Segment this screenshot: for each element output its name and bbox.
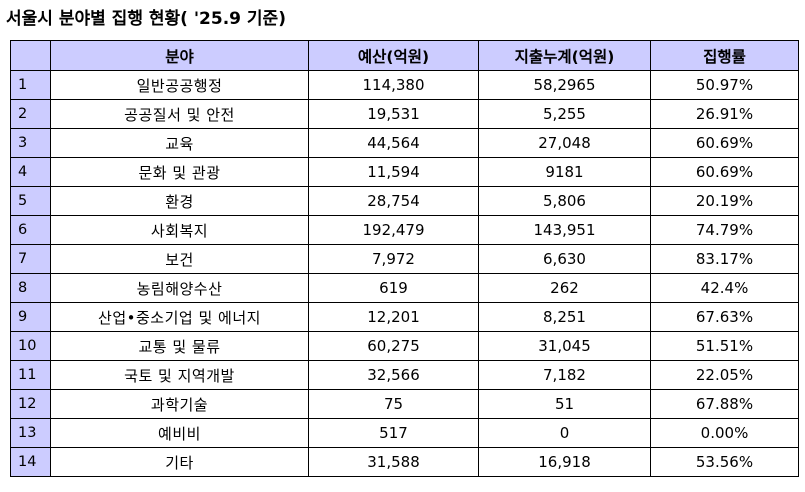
row-budget: 192,479 <box>308 215 479 245</box>
row-rate: 74.79% <box>650 215 799 245</box>
row-field: 과학기술 <box>50 389 309 419</box>
row-field: 교통 및 물류 <box>50 331 309 361</box>
row-budget: 114,380 <box>308 70 479 100</box>
table-row: 7 보건 7,972 6,630 83.17% <box>10 244 799 274</box>
row-spent: 0 <box>478 418 651 448</box>
row-budget: 11,594 <box>308 157 479 187</box>
row-rate: 60.69% <box>650 128 799 158</box>
row-rate: 20.19% <box>650 186 799 216</box>
row-budget: 28,754 <box>308 186 479 216</box>
row-rate: 60.69% <box>650 157 799 187</box>
row-budget: 31,588 <box>308 447 479 477</box>
row-spent: 8,251 <box>478 302 651 332</box>
row-spent: 16,918 <box>478 447 651 477</box>
row-number: 1 <box>10 70 51 100</box>
row-rate: 51.51% <box>650 331 799 361</box>
row-spent: 51 <box>478 389 651 419</box>
table-row: 4 문화 및 관광 11,594 9181 60.69% <box>10 157 799 187</box>
row-number: 2 <box>10 99 51 129</box>
table-header-row: 분야 예산(억원) 지출누계(억원) 집행률 <box>10 40 799 71</box>
table-row: 6 사회복지 192,479 143,951 74.79% <box>10 215 799 245</box>
row-field: 산업•중소기업 및 에너지 <box>50 302 309 332</box>
row-budget: 44,564 <box>308 128 479 158</box>
row-spent: 5,806 <box>478 186 651 216</box>
row-spent: 58,2965 <box>478 70 651 100</box>
header-rate: 집행률 <box>650 40 799 71</box>
row-field: 교육 <box>50 128 309 158</box>
table-row: 12 과학기술 75 51 67.88% <box>10 389 799 419</box>
table-row: 14 기타 31,588 16,918 53.56% <box>10 447 799 477</box>
header-field: 분야 <box>50 40 309 71</box>
table-row: 8 농림해양수산 619 262 42.4% <box>10 273 799 303</box>
row-number: 12 <box>10 389 51 419</box>
table-row: 1 일반공공행정 114,380 58,2965 50.97% <box>10 70 799 100</box>
row-field: 기타 <box>50 447 309 477</box>
row-number: 14 <box>10 447 51 477</box>
row-budget: 12,201 <box>308 302 479 332</box>
row-rate: 26.91% <box>650 99 799 129</box>
table-row: 2 공공질서 및 안전 19,531 5,255 26.91% <box>10 99 799 129</box>
row-spent: 31,045 <box>478 331 651 361</box>
row-budget: 32,566 <box>308 360 479 390</box>
page-title: 서울시 분야별 집행 현황( '25.9 기준) <box>6 9 286 29</box>
row-rate: 83.17% <box>650 244 799 274</box>
row-field: 공공질서 및 안전 <box>50 99 309 129</box>
row-rate: 22.05% <box>650 360 799 390</box>
header-budget: 예산(억원) <box>308 40 479 71</box>
row-number: 13 <box>10 418 51 448</box>
row-rate: 0.00% <box>650 418 799 448</box>
row-spent: 143,951 <box>478 215 651 245</box>
row-number: 5 <box>10 186 51 216</box>
table-row: 3 교육 44,564 27,048 60.69% <box>10 128 799 158</box>
row-field: 일반공공행정 <box>50 70 309 100</box>
table-row: 11 국토 및 지역개발 32,566 7,182 22.05% <box>10 360 799 390</box>
row-rate: 67.63% <box>650 302 799 332</box>
row-field: 문화 및 관광 <box>50 157 309 187</box>
row-field: 보건 <box>50 244 309 274</box>
row-number: 6 <box>10 215 51 245</box>
row-number: 3 <box>10 128 51 158</box>
row-spent: 5,255 <box>478 99 651 129</box>
row-number: 4 <box>10 157 51 187</box>
row-spent: 9181 <box>478 157 651 187</box>
row-spent: 6,630 <box>478 244 651 274</box>
table-row: 9 산업•중소기업 및 에너지 12,201 8,251 67.63% <box>10 302 799 332</box>
row-field: 국토 및 지역개발 <box>50 360 309 390</box>
header-index <box>10 40 51 71</box>
row-spent: 7,182 <box>478 360 651 390</box>
row-field: 환경 <box>50 186 309 216</box>
row-budget: 19,531 <box>308 99 479 129</box>
row-budget: 7,972 <box>308 244 479 274</box>
table-row: 10 교통 및 물류 60,275 31,045 51.51% <box>10 331 799 361</box>
row-spent: 27,048 <box>478 128 651 158</box>
row-number: 7 <box>10 244 51 274</box>
row-field: 예비비 <box>50 418 309 448</box>
table-row: 5 환경 28,754 5,806 20.19% <box>10 186 799 216</box>
row-budget: 619 <box>308 273 479 303</box>
row-spent: 262 <box>478 273 651 303</box>
row-number: 8 <box>10 273 51 303</box>
table-row: 13 예비비 517 0 0.00% <box>10 418 799 448</box>
row-number: 10 <box>10 331 51 361</box>
header-spent: 지출누계(억원) <box>478 40 651 71</box>
row-budget: 517 <box>308 418 479 448</box>
row-number: 11 <box>10 360 51 390</box>
row-field: 사회복지 <box>50 215 309 245</box>
row-rate: 67.88% <box>650 389 799 419</box>
budget-execution-table: 분야 예산(억원) 지출누계(억원) 집행률 1 일반공공행정 114,380 … <box>10 40 799 477</box>
row-rate: 42.4% <box>650 273 799 303</box>
row-rate: 50.97% <box>650 70 799 100</box>
row-budget: 60,275 <box>308 331 479 361</box>
row-budget: 75 <box>308 389 479 419</box>
row-field: 농림해양수산 <box>50 273 309 303</box>
row-number: 9 <box>10 302 51 332</box>
row-rate: 53.56% <box>650 447 799 477</box>
